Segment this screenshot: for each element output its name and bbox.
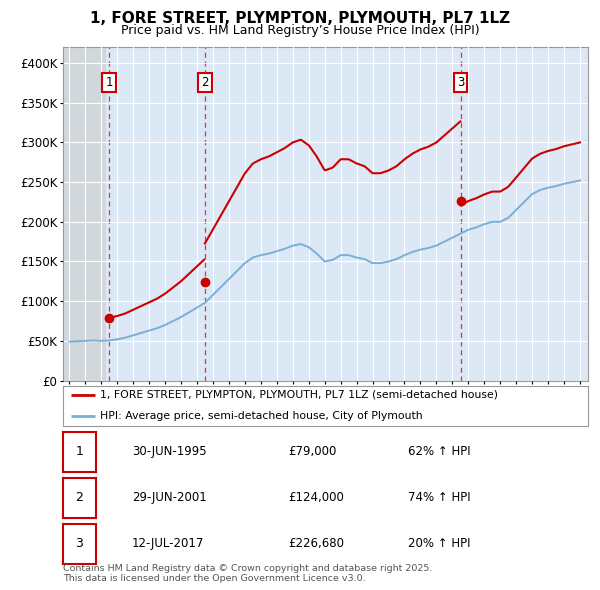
Text: 3: 3 bbox=[76, 537, 83, 550]
Text: 1, FORE STREET, PLYMPTON, PLYMOUTH, PL7 1LZ (semi-detached house): 1, FORE STREET, PLYMPTON, PLYMOUTH, PL7 … bbox=[100, 389, 498, 399]
Text: £79,000: £79,000 bbox=[288, 445, 337, 458]
Text: 3: 3 bbox=[457, 76, 464, 88]
Text: 74% ↑ HPI: 74% ↑ HPI bbox=[408, 491, 470, 504]
Text: 30-JUN-1995: 30-JUN-1995 bbox=[132, 445, 206, 458]
Text: 2: 2 bbox=[201, 76, 209, 88]
Text: 1: 1 bbox=[76, 445, 83, 458]
Text: 1, FORE STREET, PLYMPTON, PLYMOUTH, PL7 1LZ: 1, FORE STREET, PLYMPTON, PLYMOUTH, PL7 … bbox=[90, 11, 510, 25]
Text: Contains HM Land Registry data © Crown copyright and database right 2025.
This d: Contains HM Land Registry data © Crown c… bbox=[63, 563, 433, 583]
Text: 20% ↑ HPI: 20% ↑ HPI bbox=[408, 537, 470, 550]
Text: £124,000: £124,000 bbox=[288, 491, 344, 504]
Text: 12-JUL-2017: 12-JUL-2017 bbox=[132, 537, 205, 550]
Text: £226,680: £226,680 bbox=[288, 537, 344, 550]
Text: 62% ↑ HPI: 62% ↑ HPI bbox=[408, 445, 470, 458]
Text: HPI: Average price, semi-detached house, City of Plymouth: HPI: Average price, semi-detached house,… bbox=[100, 411, 422, 421]
Text: 29-JUN-2001: 29-JUN-2001 bbox=[132, 491, 207, 504]
Text: 1: 1 bbox=[106, 76, 113, 88]
Text: Price paid vs. HM Land Registry’s House Price Index (HPI): Price paid vs. HM Land Registry’s House … bbox=[121, 24, 479, 37]
Text: 2: 2 bbox=[76, 491, 83, 504]
Bar bbox=[63, 47, 106, 381]
